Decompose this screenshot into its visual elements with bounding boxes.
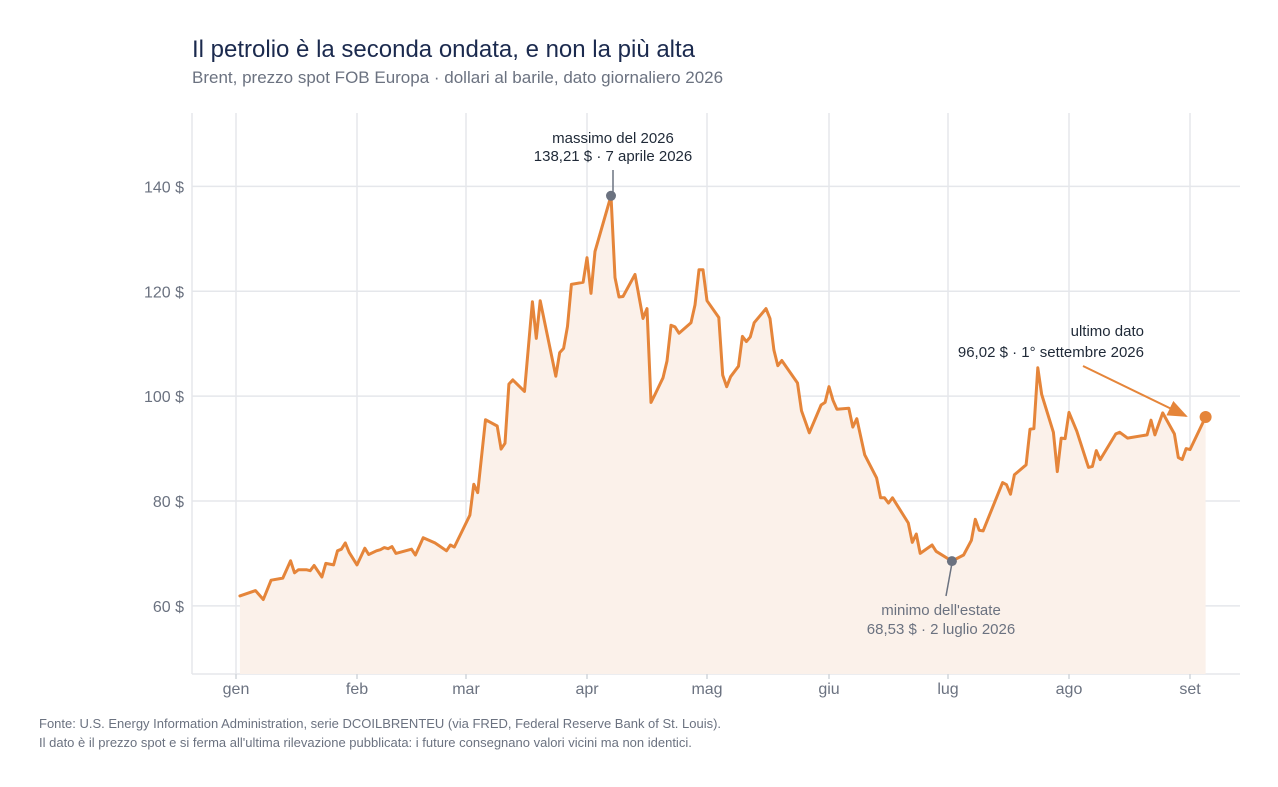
last-marker[interactable] — [1199, 410, 1212, 423]
min-label-title: minimo dell'estate — [881, 602, 1001, 619]
x-tick-label: feb — [346, 681, 368, 698]
y-tick-label: 100 $ — [144, 389, 184, 406]
x-tick-label: lug — [937, 681, 958, 698]
price-area — [239, 195, 1206, 675]
y-tick-label: 60 $ — [153, 599, 184, 616]
max-marker[interactable] — [606, 190, 616, 201]
y-tick-label: 140 $ — [144, 179, 184, 196]
last-label-title: ultimo dato — [1071, 323, 1144, 340]
price-line — [238, 194, 1208, 601]
min-leader-line — [945, 562, 953, 597]
last-label-value: 96,02 $ · 1° settembre 2026 — [958, 344, 1144, 361]
footer-source: Fonte: U.S. Energy Information Administr… — [39, 716, 722, 731]
y-axis-ticks: 60 $ 80 $ 100 $ 120 $ 140 $ — [144, 179, 184, 615]
y-tick-label: 120 $ — [144, 284, 184, 301]
min-label-value: 68,53 $ · 2 luglio 2026 — [867, 621, 1015, 638]
min-marker[interactable] — [946, 556, 957, 567]
y-tick-label: 80 $ — [153, 494, 184, 511]
x-tick-label: apr — [575, 681, 599, 698]
chart-title: Il petrolio è la seconda ondata, e non l… — [192, 36, 696, 63]
max-label-value: 138,21 $ · 7 aprile 2026 — [534, 148, 692, 165]
x-tick-label: set — [1179, 681, 1201, 698]
x-tick-label: mag — [691, 681, 722, 698]
x-axis-ticks: gen feb mar apr mag giu lug ago set — [223, 674, 1201, 698]
x-tick-label: mar — [452, 681, 480, 698]
chart-footer: Fonte: U.S. Energy Information Administr… — [39, 714, 721, 752]
footer-note: Il dato è il prezzo spot e si ferma all'… — [39, 735, 692, 750]
x-tick-label: gen — [223, 681, 250, 698]
x-tick-label: giu — [818, 681, 839, 698]
last-arrow — [1082, 365, 1188, 417]
chart-subtitle: Brent, prezzo spot FOB Europa · dollari … — [192, 68, 724, 87]
x-tick-label: ago — [1056, 681, 1083, 698]
max-label-title: massimo del 2026 — [552, 130, 674, 147]
